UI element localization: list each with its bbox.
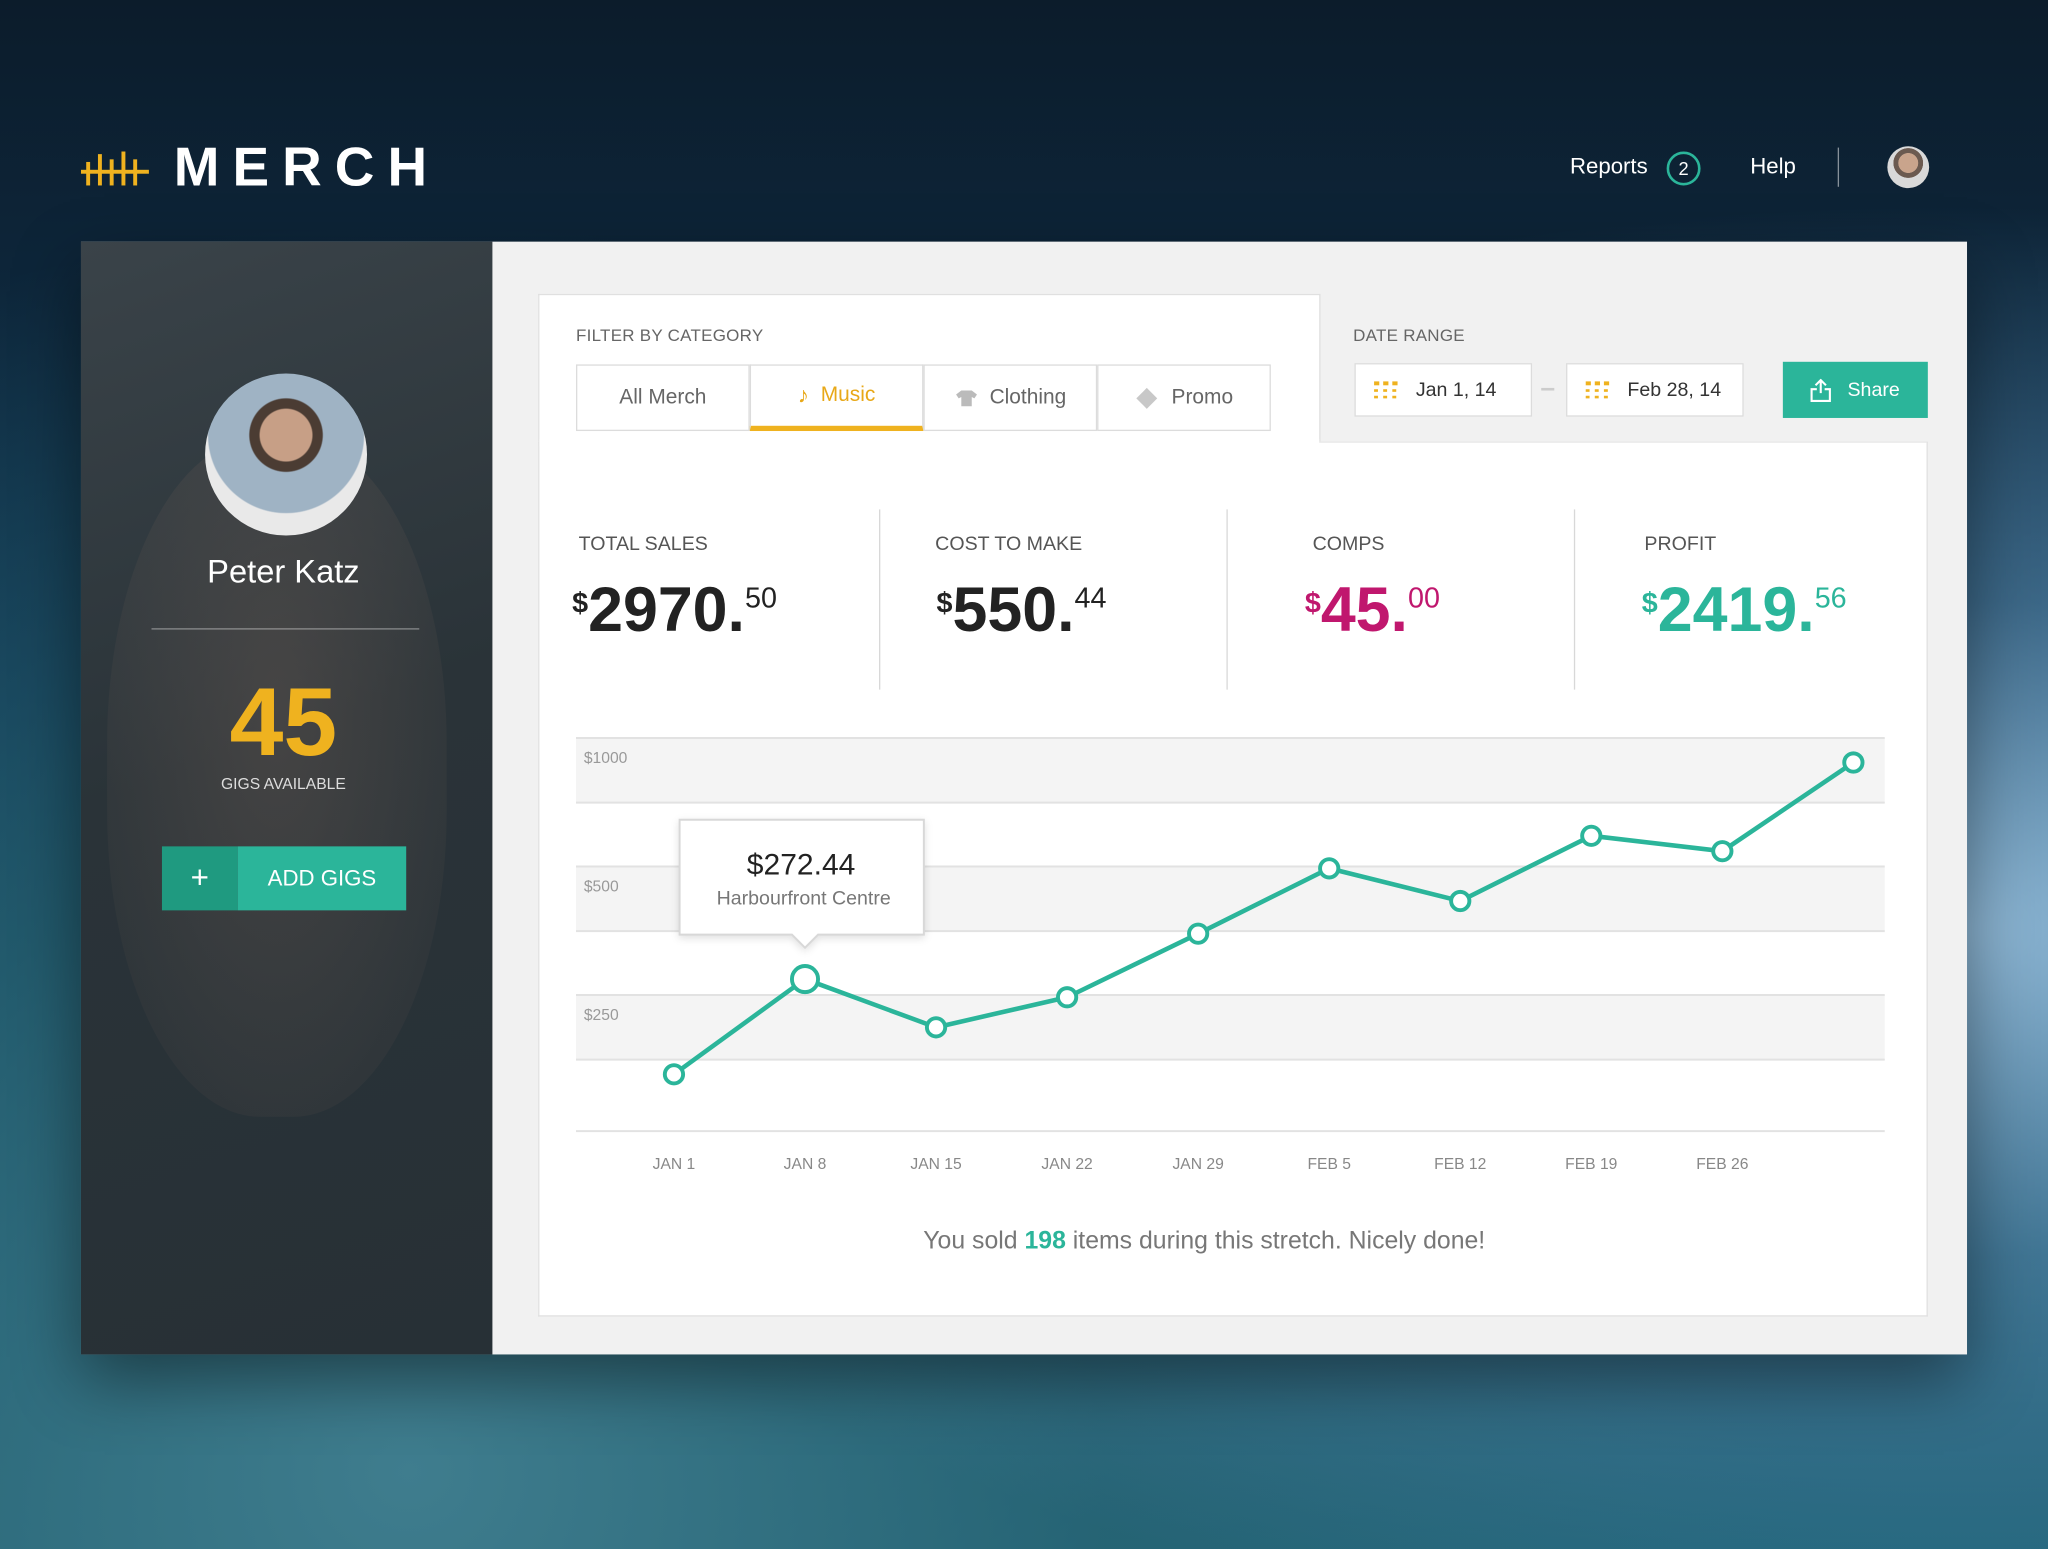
stat-currency: $ [936,586,953,620]
sidebar-divider [151,628,420,630]
stat-whole: 2419. [1657,575,1815,646]
summary-count: 198 [1024,1227,1066,1256]
logo: MERCH [173,135,441,198]
tab[interactable]: Clothing [923,364,1098,432]
tooltip: $272.44 Harbourfront Centre [678,818,925,950]
clothing-icon [955,389,977,406]
grid-band [575,737,1885,803]
calendar-icon [1374,380,1398,398]
stat-label: COST TO MAKE [935,532,1083,556]
tooltip-venue: Harbourfront Centre [717,888,891,910]
data-point [1449,889,1472,913]
x-tick-label: JAN 15 [910,1156,962,1173]
artist-name: Peter Katz [207,553,360,591]
sidebar-photo [107,437,447,1117]
tab[interactable]: All Merch [575,364,750,432]
tab-label: Promo [1171,385,1234,409]
gigs-count: 45 [229,667,338,776]
stat-currency: $ [572,586,589,620]
stat-label: PROFIT [1644,532,1717,556]
share-label: Share [1847,378,1900,401]
calendar-icon [1585,380,1610,398]
stat-cents: 50 [744,581,777,614]
x-tick-label: JAN 1 [653,1156,696,1173]
data-point [1187,922,1210,945]
add-gigs-icon[interactable]: + [161,846,238,911]
date-range-title: DATE RANGE [1353,325,1465,345]
tab[interactable]: Promo [1097,364,1271,432]
start-date-text: Jan 1, 14 [1415,378,1497,401]
stat-label: TOTAL SALES [578,532,708,556]
nav-reports[interactable]: Reports [1569,154,1648,179]
stat-currency: $ [1641,586,1658,620]
panel-join [539,438,1320,447]
data-line [672,760,1855,1077]
tab-label: All Merch [619,385,707,409]
share-button[interactable]: Share [1782,361,1928,418]
tooltip-box [678,818,925,950]
summary-after: items during this stretch. Nicely done! [1072,1227,1486,1256]
x-tick-label: FEB 12 [1434,1156,1486,1173]
x-tick-label: JAN 22 [1041,1156,1092,1173]
date-separator [1541,387,1555,391]
data-point [789,964,821,995]
x-tick-label: JAN 8 [784,1156,827,1173]
x-tick-label: FEB 19 [1565,1156,1617,1173]
data-point [1580,824,1603,847]
promo-icon [1136,387,1158,409]
filter-title: FILTER BY CATEGORY [575,325,764,345]
grid-band [575,995,1885,1060]
stat-value: $550.44 [936,575,1106,647]
tab-label: Clothing [989,385,1067,409]
stat-value: $45.00 [1305,575,1440,647]
nav-divider [1837,147,1840,187]
data-point [1318,857,1341,880]
start-date[interactable]: Jan 1, 14 [1354,363,1533,417]
stat-cents: 44 [1074,581,1107,614]
end-date[interactable]: Feb 28, 14 [1566,363,1744,417]
stat-whole: 45. [1320,575,1408,646]
user-avatar[interactable] [1887,146,1930,189]
data-point [662,1063,686,1086]
summary-before: You sold [923,1227,1018,1256]
tooltip-value: $272.44 [747,849,856,882]
x-tick-label: FEB 26 [1696,1156,1749,1173]
stat-divider [879,509,881,690]
summary: You sold 198 items during this stretch. … [538,1228,1870,1257]
logo-icon [80,151,149,186]
stat-value: $2419.56 [1642,575,1847,647]
tab[interactable]: ♪ Music [749,364,924,432]
data-point [1055,986,1079,1009]
tab-label: Music [820,383,876,407]
data-point [1842,751,1865,774]
end-date-text: Feb 28, 14 [1627,378,1722,401]
gigs-label: GIGS AVAILABLE [220,774,346,793]
data-point [924,1016,948,1039]
reports-badge: 2 [1666,151,1701,186]
y-tick-label: $1000 [584,750,628,767]
stat-divider [1226,509,1228,690]
stat-divider [1573,509,1576,690]
share-icon [1811,378,1832,402]
stat-currency: $ [1304,586,1321,620]
stat-value: $2970.50 [572,575,777,647]
x-tick-label: JAN 29 [1172,1156,1223,1173]
stat-cents: 00 [1407,581,1440,614]
stat-label: COMPS [1312,532,1385,556]
stat-whole: 550. [952,575,1075,646]
nav-help[interactable]: Help [1750,154,1796,179]
music-icon: ♪ [797,382,809,408]
x-tick-label: FEB 5 [1307,1156,1351,1173]
stat-whole: 2970. [588,575,745,646]
stat-cents: 56 [1814,581,1847,614]
data-point [1711,840,1734,863]
profile-avatar [205,373,368,536]
y-tick-label: $250 [584,1007,619,1024]
add-gigs-button[interactable]: ADD GIGS [237,846,407,911]
y-tick-label: $500 [584,878,619,895]
